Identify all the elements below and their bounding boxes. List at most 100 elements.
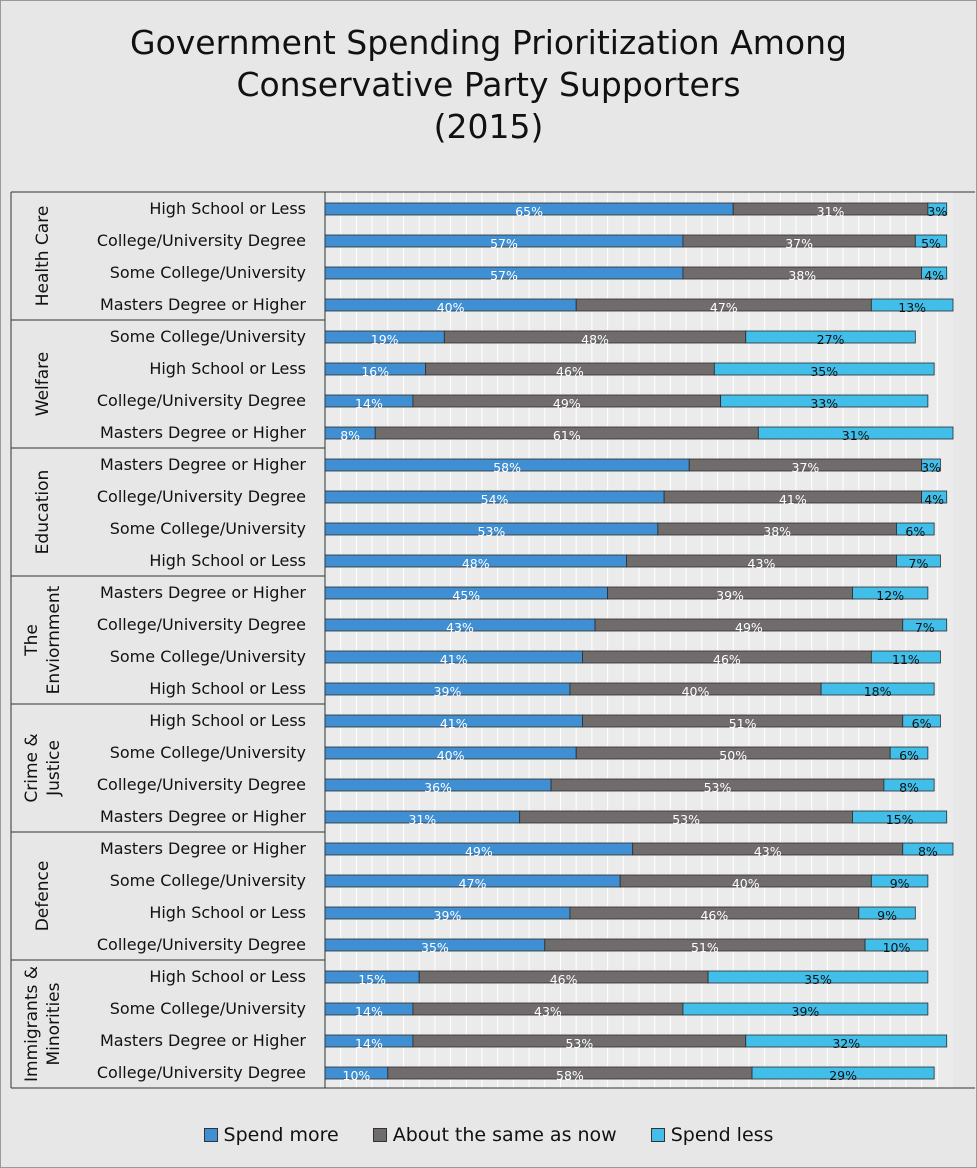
legend-label-spend-more: Spend more (223, 1124, 339, 1146)
data-label-about-the-same: 46% (550, 972, 578, 987)
category-label: Some College/University (110, 999, 306, 1018)
group-label-line: Crime & (22, 733, 42, 802)
bar-spend-less (870, 874, 929, 888)
data-label-spend-less: 4% (924, 268, 944, 283)
legend-swatch-spend-less (650, 1128, 665, 1142)
data-label-spend-more: 39% (434, 908, 462, 923)
data-label-about-the-same: 53% (565, 1036, 593, 1051)
bar-spend-less (852, 810, 948, 824)
category-label: High School or Less (149, 679, 306, 698)
data-label-about-the-same: 50% (719, 748, 747, 763)
bar-spend-less (902, 714, 941, 728)
data-label-spend-more: 58% (493, 460, 521, 475)
data-label-about-the-same: 49% (735, 620, 763, 635)
data-label-spend-less: 8% (918, 844, 938, 859)
data-label-spend-less: 13% (898, 300, 926, 315)
data-label-spend-more: 40% (437, 748, 465, 763)
group-label-line: Education (33, 470, 53, 555)
data-label-about-the-same: 43% (754, 844, 782, 859)
data-label-spend-more: 45% (452, 588, 480, 603)
group-label-line: Health Care (33, 206, 53, 307)
category-label: College/University Degree (97, 615, 306, 634)
bar-spend-less (757, 426, 954, 440)
legend-swatch-about-the-same (372, 1128, 387, 1142)
category-label: High School or Less (149, 711, 306, 730)
bar-spend-less (751, 1066, 935, 1080)
bar-spend-less (745, 330, 916, 344)
category-label: Some College/University (110, 263, 306, 282)
data-label-about-the-same: 38% (763, 524, 791, 539)
data-label-spend-less: 7% (909, 556, 929, 571)
data-label-spend-more: 31% (408, 812, 436, 827)
legend-item-about-the-same: About the same as now (372, 1124, 617, 1146)
data-label-about-the-same: 58% (556, 1068, 584, 1083)
group-label-line: Defence (33, 861, 53, 932)
data-label-spend-more: 36% (424, 780, 452, 795)
legend-label-spend-less: Spend less (670, 1124, 774, 1146)
category-label: Some College/University (110, 519, 306, 538)
data-label-spend-less: 6% (899, 748, 919, 763)
data-label-about-the-same: 43% (748, 556, 776, 571)
data-label-spend-less: 31% (842, 428, 870, 443)
category-label: Masters Degree or Higher (100, 1031, 306, 1050)
group-label-health-care: Health Care (33, 206, 53, 307)
data-label-spend-less: 35% (804, 972, 832, 987)
category-label: Masters Degree or Higher (100, 455, 306, 474)
data-label-spend-more: 57% (490, 268, 518, 283)
data-label-spend-more: 39% (434, 684, 462, 699)
bar-spend-less (896, 554, 941, 568)
data-label-about-the-same: 38% (788, 268, 816, 283)
category-label: College/University Degree (97, 231, 306, 250)
data-label-about-the-same: 39% (716, 588, 744, 603)
data-label-about-the-same: 41% (779, 492, 807, 507)
data-label-about-the-same: 49% (553, 396, 581, 411)
data-label-about-the-same: 53% (704, 780, 732, 795)
bar-spend-less (682, 1002, 929, 1016)
category-label: Some College/University (110, 743, 306, 762)
group-label-defence: Defence (33, 861, 53, 932)
bar-spend-less (902, 842, 954, 856)
group-label-line: Justice (44, 740, 64, 797)
bar-spend-less (914, 234, 948, 248)
data-label-spend-less: 9% (877, 908, 897, 923)
bar-spend-less (921, 266, 948, 280)
legend-item-spend-less: Spend less (650, 1124, 774, 1146)
category-label: College/University Degree (97, 1063, 306, 1082)
legend-label-about-the-same: About the same as now (392, 1124, 617, 1146)
data-label-spend-more: 57% (490, 236, 518, 251)
group-label-welfare: Welfare (33, 352, 53, 416)
bar-spend-less (921, 458, 941, 472)
data-label-spend-less: 5% (921, 236, 941, 251)
data-label-spend-more: 49% (465, 844, 493, 859)
category-label: Masters Degree or Higher (100, 583, 306, 602)
data-label-spend-less: 7% (915, 620, 935, 635)
data-label-spend-more: 19% (371, 332, 399, 347)
group-label-immigrants-minorities: Immigrants & Minorities (22, 966, 64, 1082)
data-label-about-the-same: 61% (553, 428, 581, 443)
bar-spend-less (707, 970, 929, 984)
bar-spend-less (820, 682, 935, 696)
data-label-spend-less: 27% (817, 332, 845, 347)
data-label-spend-less: 11% (892, 652, 920, 667)
data-label-spend-less: 12% (876, 588, 904, 603)
bar-spend-less (720, 394, 929, 408)
data-label-spend-less: 33% (810, 396, 838, 411)
bar-spend-less (870, 650, 941, 664)
data-label-spend-more: 10% (343, 1068, 371, 1083)
data-label-spend-more: 16% (361, 364, 389, 379)
bar-spend-less (927, 202, 948, 216)
bar-spend-less (713, 362, 935, 376)
data-label-spend-less: 6% (905, 524, 925, 539)
data-label-spend-more: 8% (340, 428, 360, 443)
data-label-about-the-same: 40% (732, 876, 760, 891)
data-label-spend-less: 18% (864, 684, 892, 699)
bar-spend-less (902, 618, 948, 632)
data-label-about-the-same: 48% (581, 332, 609, 347)
category-label: High School or Less (149, 967, 306, 986)
data-label-spend-less: 32% (832, 1036, 860, 1051)
legend-swatch-spend-more (203, 1128, 218, 1142)
data-label-spend-more: 14% (355, 1036, 383, 1051)
bar-spend-less (858, 906, 916, 920)
data-label-spend-more: 54% (481, 492, 509, 507)
